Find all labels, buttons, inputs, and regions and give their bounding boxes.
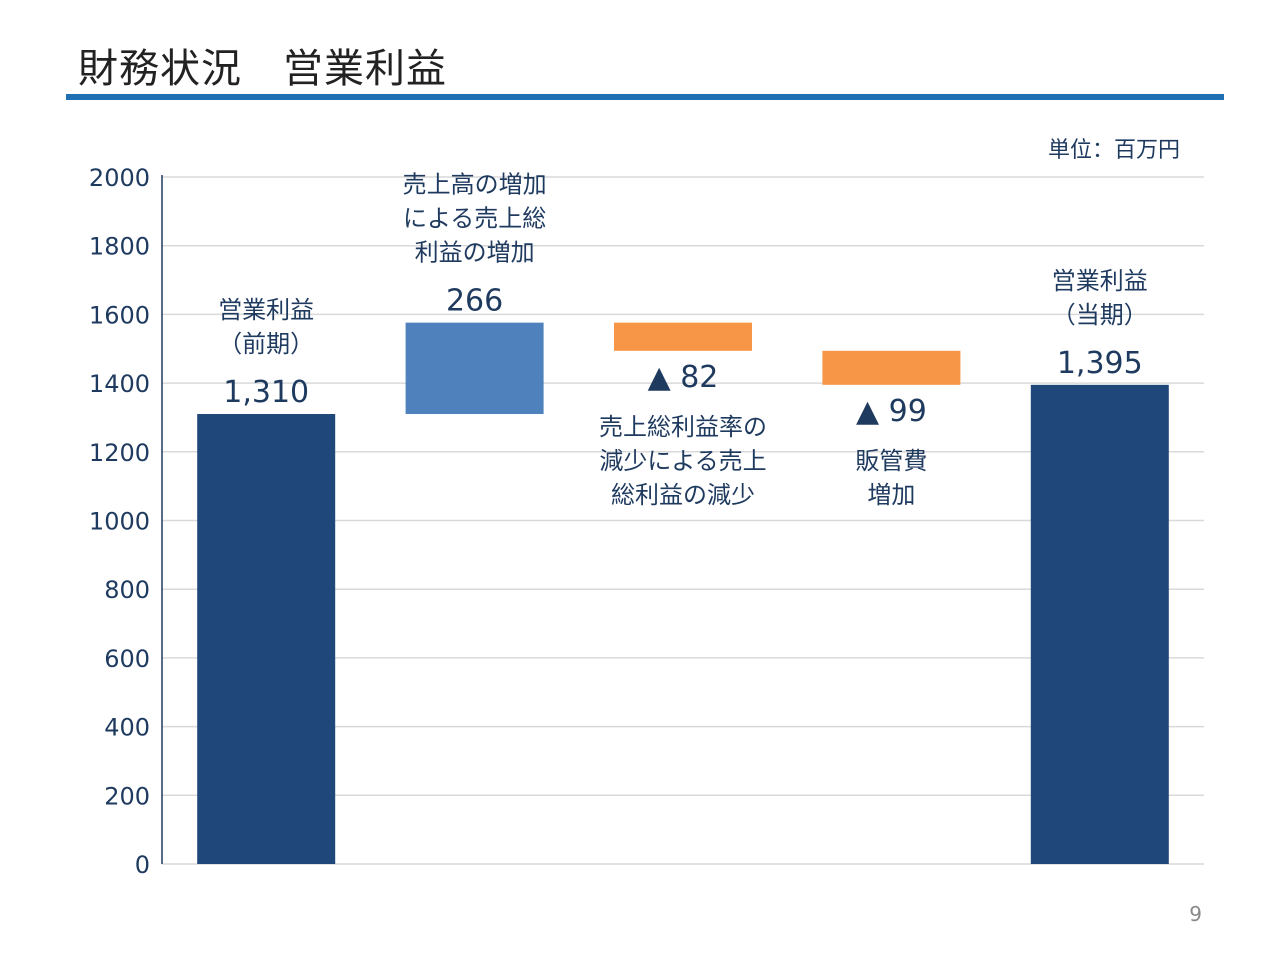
bar-annotation-line: 売上高の増加 — [403, 171, 547, 199]
bar-value-label: ▲ 82 — [648, 360, 719, 395]
bar-annotation-line: 販管費 — [855, 447, 927, 475]
bar-annotation-line: 営業利益 — [1052, 267, 1148, 295]
bar-decrease — [822, 350, 961, 385]
bar-annotation-line: による売上総 — [403, 205, 546, 233]
bar-total — [197, 414, 336, 864]
bar-increase — [405, 322, 544, 415]
bar-annotation-line: 減少による売上 — [599, 447, 766, 475]
y-tick-label: 800 — [104, 576, 150, 604]
bar-annotation-line: 営業利益 — [218, 296, 314, 324]
y-tick-label: 200 — [104, 782, 150, 810]
bar-value-label: 266 — [446, 284, 503, 319]
title-rule — [66, 94, 1224, 100]
y-tick-label: 1200 — [89, 439, 150, 467]
y-tick-label: 400 — [104, 714, 150, 742]
bar-annotation-line: 利益の増加 — [415, 239, 535, 267]
y-tick-label: 2000 — [89, 164, 150, 192]
y-tick-label: 0 — [135, 851, 150, 879]
y-tick-label: 1600 — [89, 301, 150, 329]
y-tick-label: 600 — [104, 645, 150, 673]
bar-value-label: ▲ 99 — [856, 394, 927, 429]
bar-annotation-line: 増加 — [867, 481, 915, 509]
bar-value-label: 1,395 — [1057, 346, 1143, 381]
bar-value-label: 1,310 — [223, 375, 309, 410]
unit-label: 単位：百万円 — [1047, 138, 1180, 163]
y-tick-label: 1000 — [89, 508, 150, 536]
bar-decrease — [614, 322, 752, 351]
bar-annotation-line: 売上総利益率の — [599, 413, 767, 441]
page-number: 9 — [1189, 902, 1202, 926]
bar-annotation-line: （当期） — [1052, 301, 1148, 329]
y-tick-label: 1400 — [89, 370, 150, 398]
bar-annotation-line: 総利益の減少 — [611, 481, 755, 509]
bar-annotation-line: （前期） — [218, 330, 314, 358]
bar-total — [1030, 384, 1169, 864]
slide-title: 財務状況 営業利益 — [78, 46, 447, 92]
y-tick-label: 1800 — [89, 233, 150, 261]
